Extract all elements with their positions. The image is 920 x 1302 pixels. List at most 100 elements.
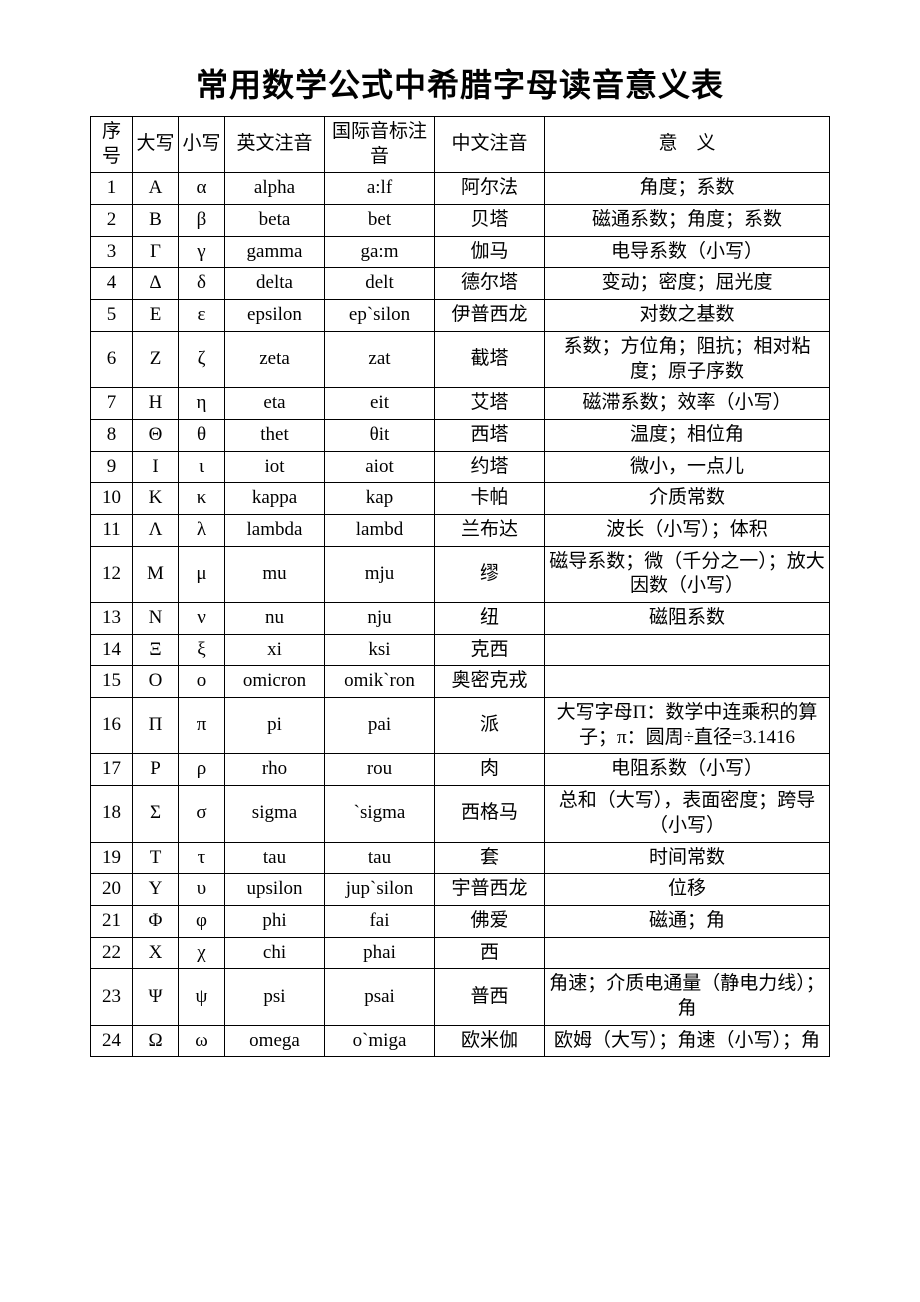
- cell-idx: 14: [91, 634, 133, 666]
- cell-meaning: [545, 937, 830, 969]
- header-meaning: 意 义: [545, 117, 830, 173]
- cell-upper: Β: [133, 205, 179, 237]
- cell-meaning: 大写字母Π：数学中连乘积的算子；π：圆周÷直径=3.1416: [545, 698, 830, 754]
- cell-idx: 19: [91, 842, 133, 874]
- cell-idx: 17: [91, 754, 133, 786]
- cell-lower: π: [179, 698, 225, 754]
- table-body: 1Ααalphaa:lf阿尔法角度；系数2Ββbetabet贝塔磁通系数；角度；…: [91, 173, 830, 1057]
- cell-lower: σ: [179, 786, 225, 842]
- cell-cn: 贝塔: [435, 205, 545, 237]
- cell-ipa: omik`ron: [325, 666, 435, 698]
- cell-eng: xi: [225, 634, 325, 666]
- cell-eng: omega: [225, 1025, 325, 1057]
- greek-letters-table: 序号 大写 小写 英文注音 国际音标注音 中文注音 意 义 1Ααalphaa:…: [90, 116, 830, 1057]
- cell-meaning: 变动；密度；屈光度: [545, 268, 830, 300]
- cell-upper: Ξ: [133, 634, 179, 666]
- cell-upper: Χ: [133, 937, 179, 969]
- cell-eng: tau: [225, 842, 325, 874]
- cell-meaning: 磁阻系数: [545, 603, 830, 635]
- cell-upper: Ρ: [133, 754, 179, 786]
- cell-eng: thet: [225, 419, 325, 451]
- cell-eng: upsilon: [225, 874, 325, 906]
- cell-idx: 23: [91, 969, 133, 1025]
- table-row: 2Ββbetabet贝塔磁通系数；角度；系数: [91, 205, 830, 237]
- cell-idx: 18: [91, 786, 133, 842]
- cell-cn: 派: [435, 698, 545, 754]
- cell-meaning: 总和（大写），表面密度；跨导（小写）: [545, 786, 830, 842]
- cell-idx: 16: [91, 698, 133, 754]
- cell-ipa: θit: [325, 419, 435, 451]
- page-title: 常用数学公式中希腊字母读音意义表: [90, 60, 830, 106]
- cell-idx: 9: [91, 451, 133, 483]
- cell-idx: 6: [91, 331, 133, 387]
- cell-ipa: rou: [325, 754, 435, 786]
- cell-lower: ν: [179, 603, 225, 635]
- cell-upper: Ι: [133, 451, 179, 483]
- cell-idx: 5: [91, 300, 133, 332]
- cell-ipa: delt: [325, 268, 435, 300]
- cell-idx: 1: [91, 173, 133, 205]
- cell-ipa: eit: [325, 388, 435, 420]
- cell-ipa: ga:m: [325, 236, 435, 268]
- cell-cn: 纽: [435, 603, 545, 635]
- cell-upper: Κ: [133, 483, 179, 515]
- table-row: 15Οοomicronomik`ron奥密克戎: [91, 666, 830, 698]
- cell-cn: 缪: [435, 546, 545, 602]
- cell-idx: 11: [91, 514, 133, 546]
- table-row: 17Ρρrhorou肉电阻系数（小写）: [91, 754, 830, 786]
- cell-eng: sigma: [225, 786, 325, 842]
- cell-idx: 13: [91, 603, 133, 635]
- table-row: 5Εεepsilonep`silon伊普西龙对数之基数: [91, 300, 830, 332]
- cell-lower: ψ: [179, 969, 225, 1025]
- cell-lower: κ: [179, 483, 225, 515]
- cell-cn: 德尔塔: [435, 268, 545, 300]
- cell-meaning: 磁滞系数；效率（小写）: [545, 388, 830, 420]
- cell-cn: 克西: [435, 634, 545, 666]
- cell-ipa: nju: [325, 603, 435, 635]
- table-row: 21Φφphifai佛爱磁通；角: [91, 905, 830, 937]
- cell-eng: iot: [225, 451, 325, 483]
- cell-ipa: psai: [325, 969, 435, 1025]
- cell-upper: Δ: [133, 268, 179, 300]
- cell-cn: 艾塔: [435, 388, 545, 420]
- table-row: 18Σσsigma`sigma西格马总和（大写），表面密度；跨导（小写）: [91, 786, 830, 842]
- cell-idx: 4: [91, 268, 133, 300]
- header-cn: 中文注音: [435, 117, 545, 173]
- cell-upper: Γ: [133, 236, 179, 268]
- cell-cn: 肉: [435, 754, 545, 786]
- table-row: 14Ξξxiksi克西: [91, 634, 830, 666]
- cell-idx: 8: [91, 419, 133, 451]
- cell-meaning: 欧姆（大写）；角速（小写）；角: [545, 1025, 830, 1057]
- cell-ipa: aiot: [325, 451, 435, 483]
- table-row: 20Υυupsilonjup`silon宇普西龙位移: [91, 874, 830, 906]
- cell-upper: Σ: [133, 786, 179, 842]
- cell-upper: Φ: [133, 905, 179, 937]
- cell-meaning: 微小，一点儿: [545, 451, 830, 483]
- table-row: 16Ππpipai派大写字母Π：数学中连乘积的算子；π：圆周÷直径=3.1416: [91, 698, 830, 754]
- header-ipa: 国际音标注音: [325, 117, 435, 173]
- cell-eng: alpha: [225, 173, 325, 205]
- cell-ipa: kap: [325, 483, 435, 515]
- cell-ipa: bet: [325, 205, 435, 237]
- cell-meaning: 角速；介质电通量（静电力线）；角: [545, 969, 830, 1025]
- cell-cn: 约塔: [435, 451, 545, 483]
- cell-cn: 奥密克戎: [435, 666, 545, 698]
- cell-ipa: pai: [325, 698, 435, 754]
- cell-eng: kappa: [225, 483, 325, 515]
- cell-ipa: lambd: [325, 514, 435, 546]
- cell-idx: 22: [91, 937, 133, 969]
- cell-upper: Θ: [133, 419, 179, 451]
- cell-meaning: 角度；系数: [545, 173, 830, 205]
- cell-lower: ε: [179, 300, 225, 332]
- cell-meaning: 系数；方位角；阻抗；相对粘度；原子序数: [545, 331, 830, 387]
- cell-upper: Ν: [133, 603, 179, 635]
- table-row: 12Μμmumju缪磁导系数；微（千分之一）；放大因数（小写）: [91, 546, 830, 602]
- cell-cn: 欧米伽: [435, 1025, 545, 1057]
- cell-cn: 阿尔法: [435, 173, 545, 205]
- table-row: 11Λλlambdalambd兰布达波长（小写）；体积: [91, 514, 830, 546]
- cell-idx: 10: [91, 483, 133, 515]
- header-idx: 序号: [91, 117, 133, 173]
- cell-ipa: ep`silon: [325, 300, 435, 332]
- cell-idx: 24: [91, 1025, 133, 1057]
- cell-eng: beta: [225, 205, 325, 237]
